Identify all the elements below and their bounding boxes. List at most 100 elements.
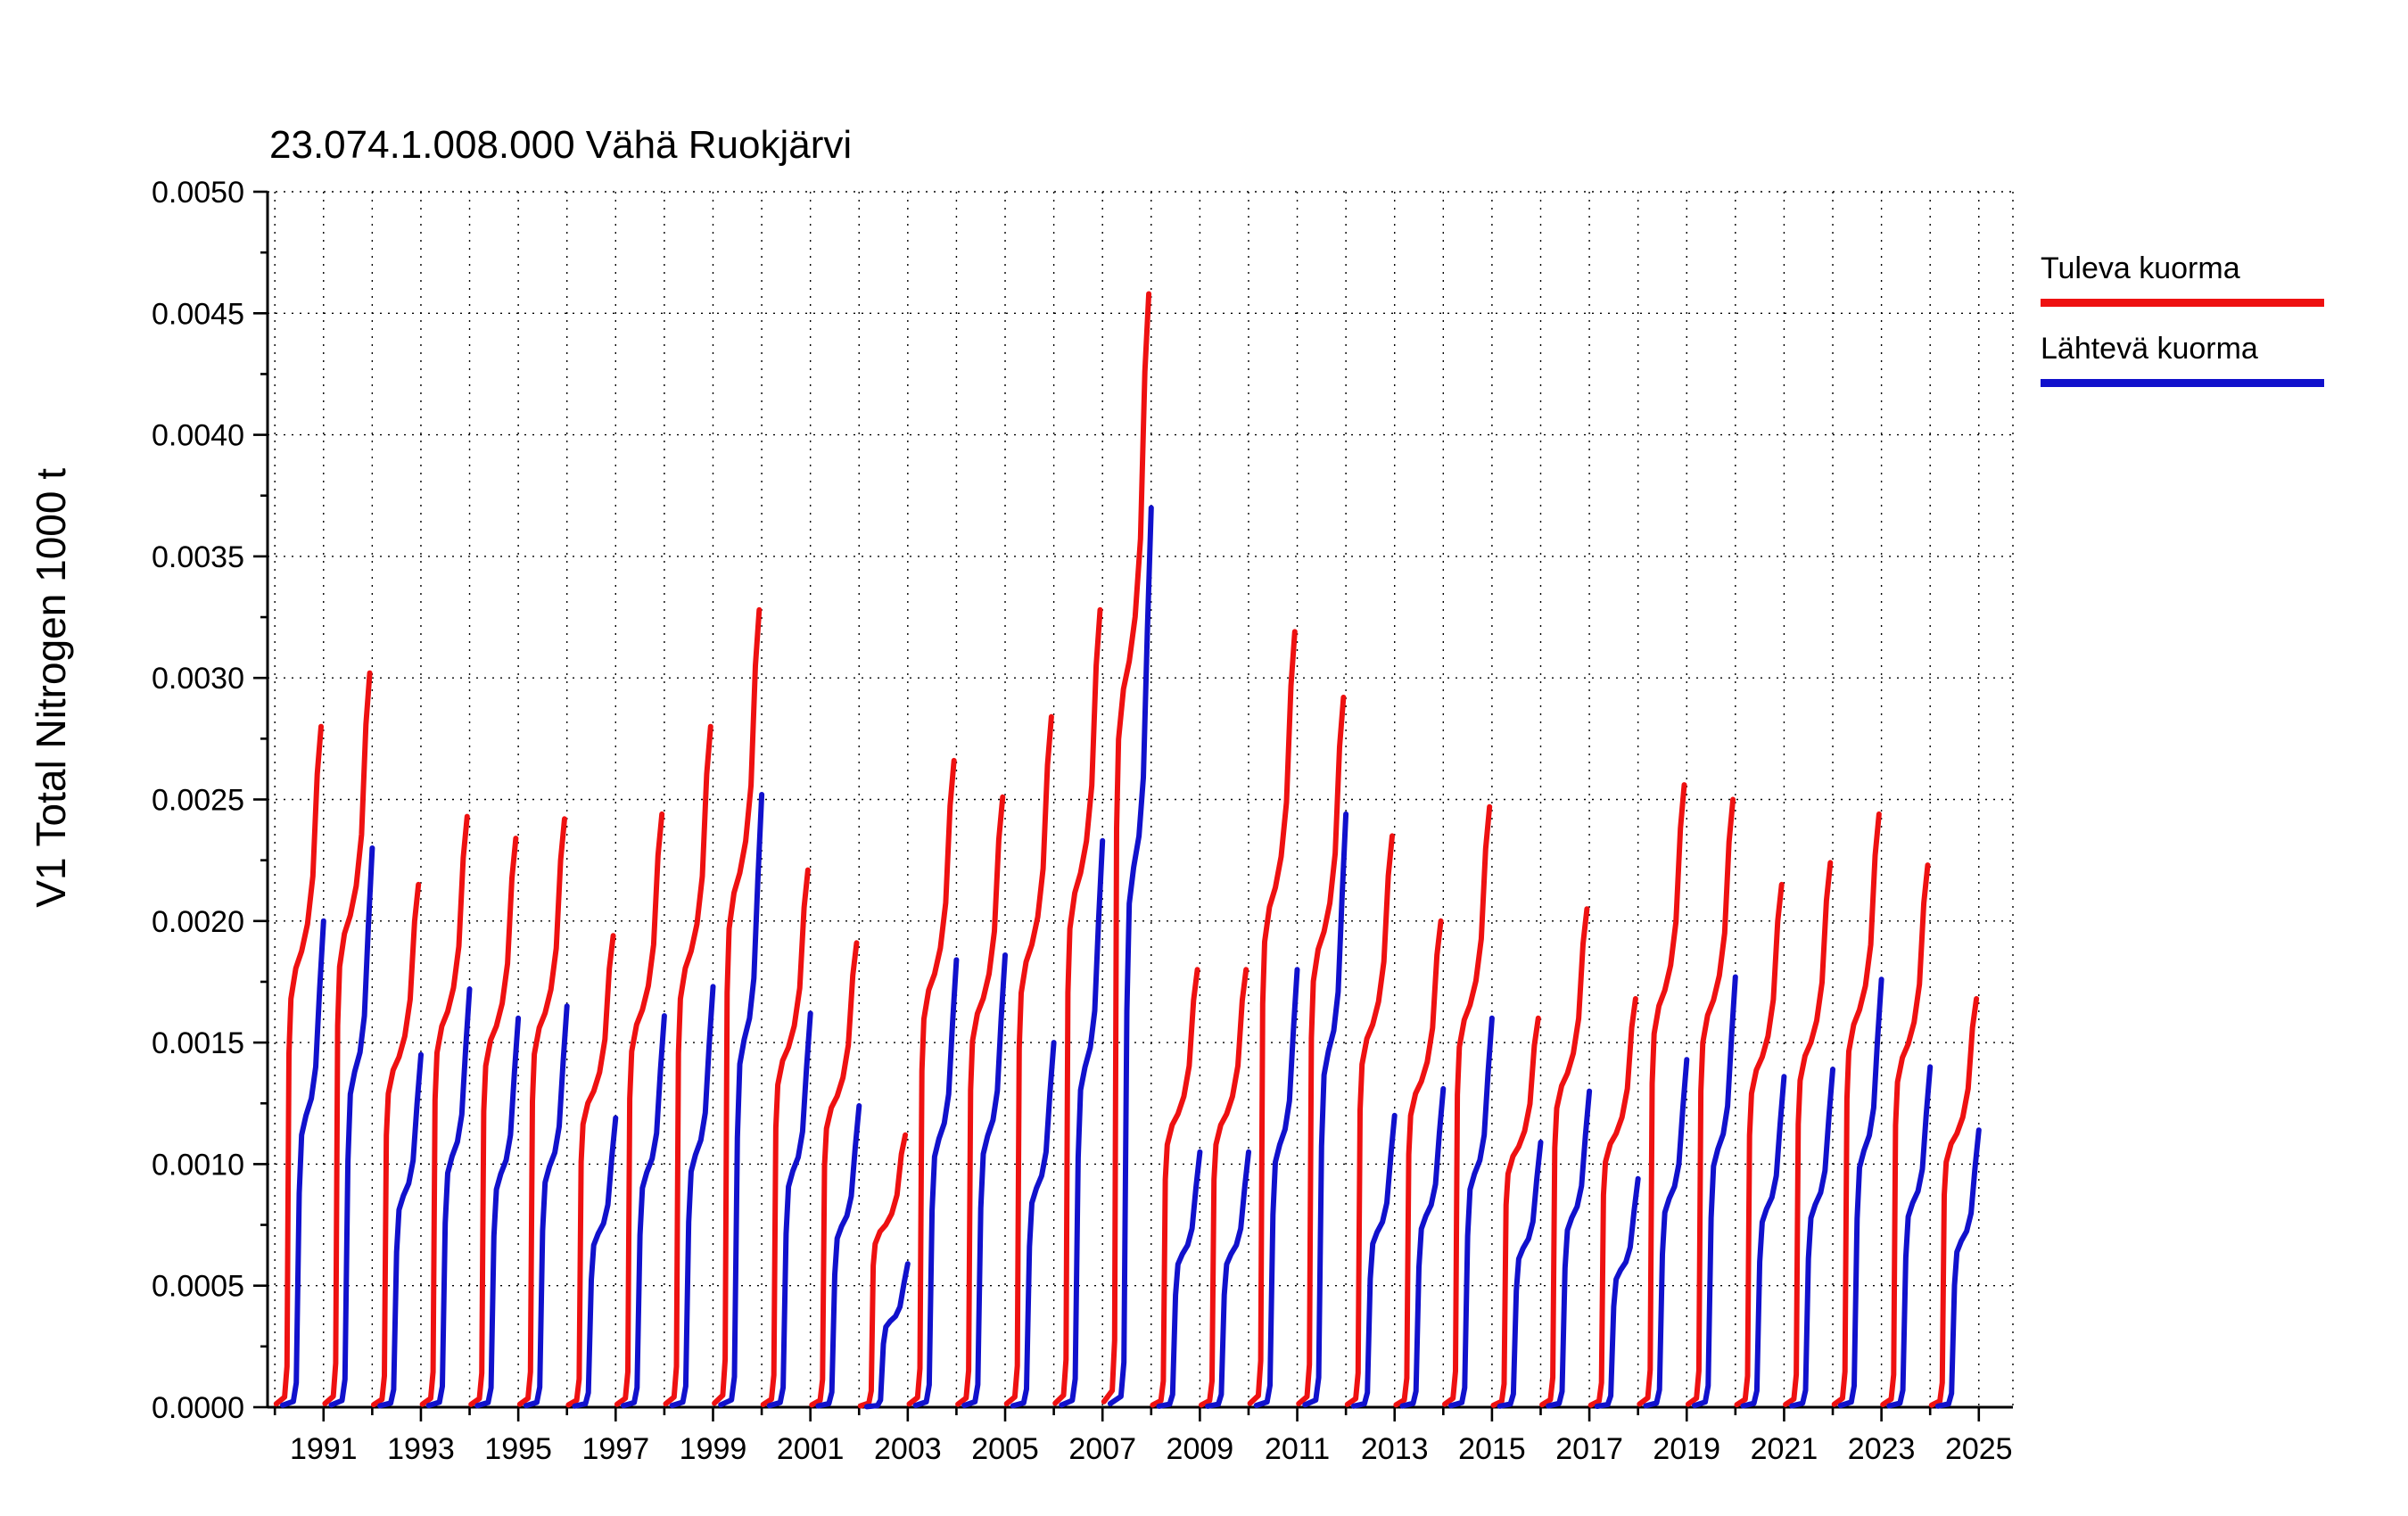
- series-tuleva-year-2005: [1003, 713, 1054, 1407]
- y-tick-label: 0.0045: [152, 297, 244, 331]
- series-lahteva-year-2002: [864, 1261, 911, 1410]
- series-lahteva-year-2019: [1692, 974, 1738, 1409]
- x-tick-label: 1993: [387, 1432, 455, 1466]
- series-lahteva-year-2015: [1497, 1139, 1544, 1409]
- series-tuleva-year-2010: [1247, 629, 1298, 1406]
- x-tick-label: 2005: [971, 1432, 1039, 1466]
- series-tuleva-year-2013: [1393, 918, 1444, 1408]
- legend-item-tuleva-kuorma: Tuleva kuorma: [2041, 251, 2335, 307]
- series-lahteva-year-2020: [1740, 1074, 1787, 1409]
- series-lahteva-year-2017: [1594, 1175, 1641, 1409]
- series-tuleva-year-2016: [1539, 906, 1590, 1408]
- x-tick-label: 2021: [1751, 1432, 1818, 1466]
- x-tick-label: 1997: [581, 1432, 649, 1466]
- series-lahteva-year-1991: [328, 845, 375, 1408]
- series-tuleva-year-2008: [1150, 967, 1200, 1408]
- series-tuleva-year-2020: [1734, 881, 1785, 1408]
- series-tuleva-year-2012: [1344, 833, 1395, 1407]
- x-tick-label: 2001: [777, 1432, 845, 1466]
- x-tick-label: 1995: [484, 1432, 552, 1466]
- series-lahteva-year-2011: [1302, 811, 1349, 1408]
- series-tuleva-year-2006: [1052, 606, 1103, 1406]
- x-tick-label: 1991: [290, 1432, 358, 1466]
- series-tuleva-year-2022: [1831, 811, 1882, 1407]
- series-tuleva-year-2003: [906, 757, 957, 1407]
- gridlines: [268, 191, 2014, 1407]
- y-tick-label: 0.0005: [152, 1270, 244, 1304]
- series-lahteva-year-2003: [912, 957, 960, 1408]
- series-lahteva-year-2013: [1399, 1085, 1447, 1409]
- series-lahteva-year-1994: [474, 1015, 522, 1409]
- series-lahteva-year-2001: [815, 1103, 862, 1409]
- series-tuleva-year-2001: [809, 940, 860, 1408]
- series-tuleva-year-1995: [516, 816, 567, 1407]
- series-lahteva-year-2009: [1205, 1149, 1251, 1409]
- series-lahteva-year-2023: [1886, 1064, 1934, 1409]
- series-lahteva-year-2016: [1546, 1088, 1593, 1409]
- series-tuleva-year-2000: [760, 867, 811, 1407]
- y-tick-label: 0.0035: [152, 540, 244, 574]
- y-tick-label: 0.0025: [152, 784, 244, 818]
- series-tuleva-year-1990: [273, 723, 324, 1407]
- x-tick-label: 2025: [1945, 1432, 2013, 1466]
- series-tuleva-year-1997: [614, 811, 665, 1407]
- x-tick-label: 2017: [1555, 1432, 1623, 1466]
- series-lahteva-year-2018: [1643, 1057, 1690, 1409]
- series-lahteva: [279, 505, 1982, 1410]
- series-tuleva-year-2009: [1199, 967, 1249, 1408]
- series-tuleva-year-2021: [1783, 860, 1834, 1407]
- y-tick-label: 0.0020: [152, 905, 244, 939]
- chart-title: 23.074.1.008.000 Vähä Ruokjärvi: [269, 123, 853, 167]
- series-tuleva: [273, 291, 1980, 1409]
- series-lahteva-year-2004: [961, 952, 1008, 1408]
- x-tick-label: 2007: [1068, 1432, 1136, 1466]
- legend-label-lahteva-kuorma: Lähtevä kuorma: [2041, 332, 2258, 366]
- series-lahteva-year-2024: [1934, 1127, 1982, 1409]
- y-tick-label: 0.0030: [152, 662, 244, 696]
- series-tuleva-year-1993: [419, 813, 470, 1407]
- series-lahteva-year-2007: [1107, 505, 1154, 1406]
- series-lahteva-year-2021: [1789, 1067, 1835, 1409]
- legend: Tuleva kuorma Lähtevä kuorma: [2041, 251, 2335, 412]
- series-tuleva-year-2015: [1490, 1015, 1541, 1408]
- y-tick-label: 0.0015: [152, 1026, 244, 1060]
- legend-label-tuleva-kuorma: Tuleva kuorma: [2041, 251, 2240, 285]
- series-lahteva-year-1992: [377, 1051, 424, 1409]
- tick-marks: [253, 190, 1981, 1421]
- series-lahteva-year-2008: [1156, 1149, 1203, 1409]
- x-tick-labels: 1991 1993 1995 1997 1999 2001 2003 2005 2007 2009…: [290, 1432, 2013, 1466]
- series-lahteva-year-1996: [572, 1115, 619, 1409]
- series-tuleva-year-2007: [1101, 291, 1152, 1405]
- series-tuleva-year-2014: [1442, 803, 1493, 1407]
- y-tick-label: 0.0010: [152, 1148, 244, 1182]
- series-tuleva-year-2018: [1637, 782, 1687, 1407]
- x-tick-label: 1999: [680, 1432, 747, 1466]
- series-tuleva-year-1994: [468, 836, 519, 1407]
- series-tuleva-year-2023: [1880, 862, 1931, 1407]
- legend-swatch-lahteva-kuorma: [2041, 379, 2324, 387]
- series-lahteva-year-1990: [279, 918, 326, 1408]
- series-lahteva-year-2010: [1253, 967, 1300, 1408]
- x-tick-label: 2009: [1167, 1432, 1234, 1466]
- series-lahteva-year-2022: [1837, 976, 1884, 1409]
- x-tick-label: 2011: [1265, 1432, 1330, 1466]
- x-tick-label: 2003: [874, 1432, 942, 1466]
- series-lahteva-year-1997: [621, 1013, 667, 1409]
- x-tick-label: 2019: [1653, 1432, 1720, 1466]
- series-tuleva-year-1991: [322, 670, 373, 1406]
- series-tuleva-year-2024: [1928, 996, 1980, 1408]
- series-lahteva-year-1993: [425, 986, 473, 1409]
- series-lahteva-year-1998: [669, 984, 716, 1409]
- series-tuleva-year-2002: [857, 1132, 909, 1409]
- series-tuleva-year-1996: [565, 933, 616, 1408]
- legend-swatch-tuleva-kuorma: [2041, 299, 2324, 307]
- y-tick-label: 0.0000: [152, 1391, 244, 1425]
- series-tuleva-year-2011: [1296, 695, 1347, 1406]
- series-tuleva-year-1999: [712, 606, 763, 1406]
- y-tick-labels: 0.0000 0.0005 0.0010 0.0015 0.0020 0.0025 0.00…: [152, 176, 244, 1425]
- series-tuleva-year-2019: [1685, 796, 1736, 1407]
- series-lahteva-year-1995: [523, 1003, 570, 1409]
- series-tuleva-year-2004: [955, 794, 1006, 1407]
